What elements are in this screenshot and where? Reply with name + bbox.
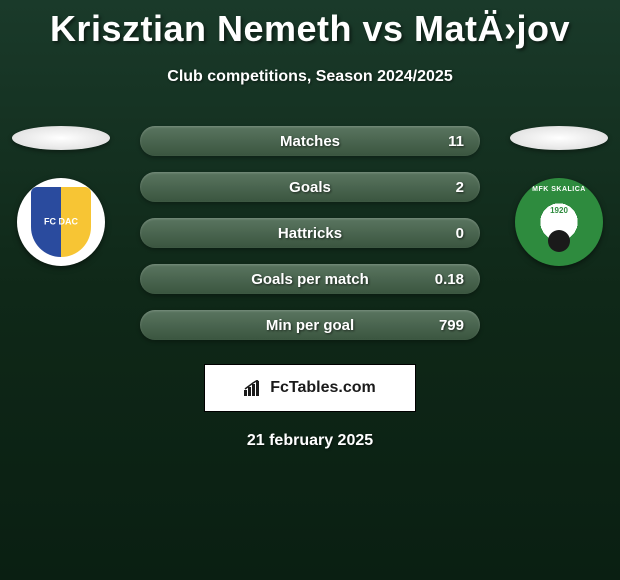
subtitle: Club competitions, Season 2024/2025 bbox=[0, 68, 620, 86]
left-club-column: FC DAC bbox=[12, 126, 110, 266]
stat-label: Min per goal bbox=[266, 317, 354, 334]
right-club-column: MFK SKALICA 1920 bbox=[510, 126, 608, 266]
soccer-ball-icon bbox=[548, 230, 570, 252]
stat-row-goals-per-match: Goals per match 0.18 bbox=[140, 264, 480, 294]
left-club-logo: FC DAC bbox=[17, 178, 105, 266]
stat-label: Goals bbox=[289, 179, 331, 196]
watermark-link[interactable]: FcTables.com bbox=[204, 364, 416, 412]
dac-shield-icon: FC DAC bbox=[31, 187, 91, 257]
right-ellipse bbox=[510, 126, 608, 150]
stat-value: 2 bbox=[456, 179, 464, 196]
stat-value: 11 bbox=[448, 133, 464, 150]
comparison-content: FC DAC MFK SKALICA 1920 Matches 11 Goals… bbox=[0, 126, 620, 450]
skalica-logo-text: MFK SKALICA bbox=[515, 186, 603, 193]
stat-label: Hattricks bbox=[278, 225, 342, 242]
stat-row-matches: Matches 11 bbox=[140, 126, 480, 156]
stat-label: Matches bbox=[280, 133, 340, 150]
chart-icon bbox=[244, 380, 264, 396]
date-label: 21 february 2025 bbox=[0, 432, 620, 450]
stat-row-goals: Goals 2 bbox=[140, 172, 480, 202]
stats-list: Matches 11 Goals 2 Hattricks 0 Goals per… bbox=[140, 126, 480, 340]
skalica-year: 1920 bbox=[550, 206, 568, 215]
right-club-logo: MFK SKALICA 1920 bbox=[515, 178, 603, 266]
stat-value: 799 bbox=[439, 317, 464, 334]
dac-logo-text: FC DAC bbox=[44, 218, 78, 227]
page-title: Krisztian Nemeth vs MatÄ›jov bbox=[0, 0, 620, 50]
stat-row-min-per-goal: Min per goal 799 bbox=[140, 310, 480, 340]
stat-row-hattricks: Hattricks 0 bbox=[140, 218, 480, 248]
stat-label: Goals per match bbox=[251, 271, 369, 288]
stat-value: 0 bbox=[456, 225, 464, 242]
left-ellipse bbox=[12, 126, 110, 150]
watermark-text: FcTables.com bbox=[270, 379, 376, 397]
stat-value: 0.18 bbox=[435, 271, 464, 288]
